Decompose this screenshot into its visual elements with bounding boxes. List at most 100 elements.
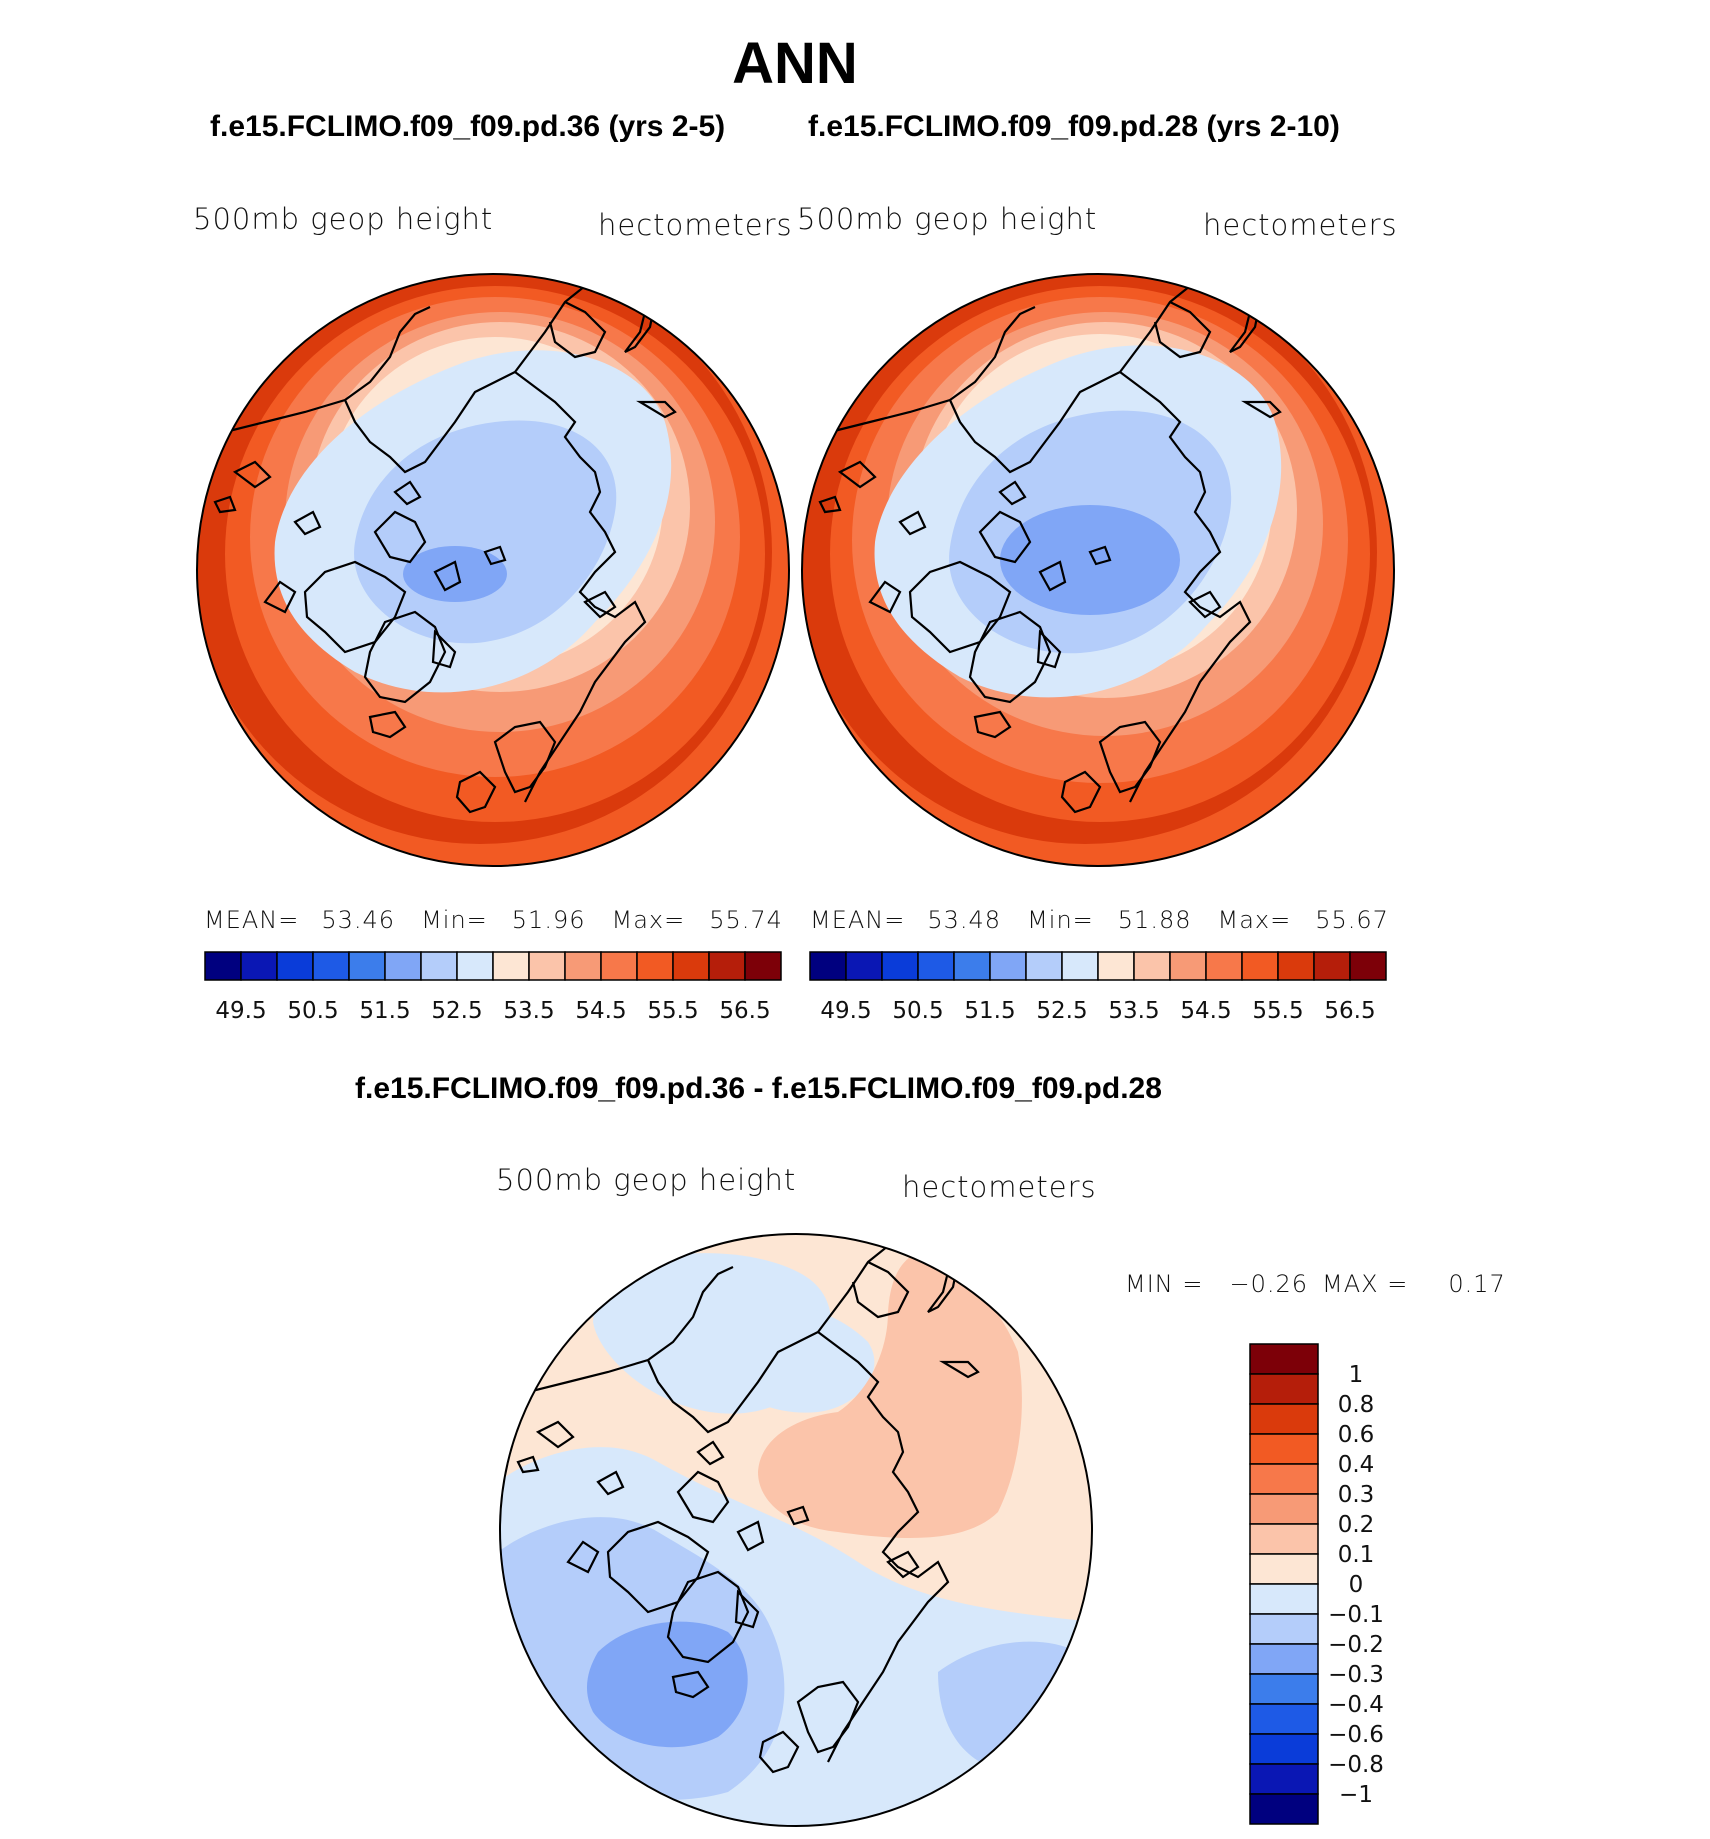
colorbar-swatch bbox=[989, 951, 1027, 981]
colorbar-tick-label: 51.5 bbox=[359, 998, 410, 1024]
colorbar-tick-label: 0.3 bbox=[1338, 1482, 1375, 1508]
colorbar-swatch bbox=[1061, 951, 1099, 981]
colorbar-tick-label: 0.2 bbox=[1338, 1512, 1375, 1538]
min-value: 51.96 bbox=[511, 906, 586, 934]
colorbar-swatch bbox=[1097, 951, 1135, 981]
colorbar-swatch bbox=[204, 951, 242, 981]
colorbar-swatch bbox=[420, 951, 458, 981]
colorbar-tick-label: −1 bbox=[1339, 1782, 1373, 1808]
colorbar-swatch bbox=[1249, 1403, 1319, 1435]
colorbar-swatch bbox=[1249, 1673, 1319, 1705]
panel-1-map bbox=[196, 273, 790, 867]
colorbar-swatch bbox=[1349, 951, 1387, 981]
min-label: Min= bbox=[421, 906, 488, 934]
contour-band bbox=[698, 1298, 875, 1413]
panel-1-variable-label: 500mb geop height bbox=[193, 202, 494, 236]
diff-max-label: MAX = bbox=[1322, 1270, 1409, 1298]
colorbar-swatch bbox=[492, 951, 530, 981]
max-label: Max= bbox=[1217, 906, 1292, 934]
diff-variable-label: 500mb geop height bbox=[496, 1163, 797, 1197]
colorbar-tick-label: 53.5 bbox=[1108, 998, 1159, 1024]
colorbar-swatch bbox=[744, 951, 782, 981]
colorbar-swatch bbox=[953, 951, 991, 981]
panel-2-colorbar: 49.5 50.5 51.5 52.5 53.5 54.5 55.5 56.5 bbox=[809, 951, 1387, 1024]
colorbar-swatch bbox=[881, 951, 919, 981]
panel-1-case-title: f.e15.FCLIMO.f09_f09.pd.36 (yrs 2-5) bbox=[210, 110, 726, 143]
colorbar-tick-label: 55.5 bbox=[1252, 998, 1303, 1024]
colorbar-tick-label: 1 bbox=[1349, 1362, 1364, 1388]
colorbar-swatch bbox=[636, 951, 674, 981]
coastlines bbox=[213, 281, 677, 814]
colorbar-tick-label: −0.4 bbox=[1328, 1692, 1384, 1718]
colorbar-swatch bbox=[1249, 1553, 1319, 1585]
diff-panel-title: f.e15.FCLIMO.f09_f09.pd.36 - f.e15.FCLIM… bbox=[355, 1072, 1162, 1105]
diff-map bbox=[499, 1233, 1093, 1827]
colorbar-tick-label: 0 bbox=[1349, 1572, 1364, 1598]
colorbar-swatch bbox=[917, 951, 955, 981]
panel-1-colorbar: 49.5 50.5 51.5 52.5 53.5 54.5 55.5 56.5 bbox=[204, 951, 782, 1024]
mean-label: MEAN= bbox=[204, 906, 300, 934]
map-boundary bbox=[196, 273, 790, 867]
diff-max-value: 0.17 bbox=[1448, 1270, 1506, 1298]
colorbar-swatch bbox=[1249, 1763, 1319, 1795]
colorbar-tick-label: 54.5 bbox=[1180, 998, 1231, 1024]
contour-band bbox=[586, 1621, 748, 1748]
map-boundary bbox=[801, 273, 1395, 867]
mean-value: 53.46 bbox=[321, 906, 396, 934]
max-value: 55.74 bbox=[709, 906, 783, 934]
mean-value: 53.48 bbox=[927, 906, 1002, 934]
max-label: Max= bbox=[611, 906, 686, 934]
colorbar-tick-label: −0.6 bbox=[1328, 1722, 1384, 1748]
coastlines bbox=[818, 281, 1282, 814]
contour-band bbox=[403, 546, 507, 602]
colorbar-swatch bbox=[1025, 951, 1063, 981]
max-value: 55.67 bbox=[1315, 906, 1389, 934]
colorbar-tick-label: 0.6 bbox=[1338, 1422, 1375, 1448]
colorbar-swatch bbox=[600, 951, 638, 981]
colorbar-tick-label: −0.8 bbox=[1328, 1752, 1384, 1778]
colorbar-tick-label: 49.5 bbox=[215, 998, 266, 1024]
panel-1-stats: MEAN= 53.46 Min= 51.96 Max= 55.74 bbox=[204, 906, 783, 934]
contour-band bbox=[758, 1252, 1022, 1538]
colorbar-swatch bbox=[1277, 951, 1315, 981]
panel-2-case-title: f.e15.FCLIMO.f09_f09.pd.28 (yrs 2-10) bbox=[808, 110, 1340, 143]
colorbar-tick-label: 53.5 bbox=[503, 998, 554, 1024]
diff-minmax: MIN = −0.26 MAX = 0.17 bbox=[1125, 1270, 1506, 1298]
colorbar-tick-label: 0.1 bbox=[1338, 1542, 1375, 1568]
colorbar-swatch bbox=[456, 951, 494, 981]
colorbar-swatch bbox=[1205, 951, 1243, 981]
colorbar-swatch bbox=[672, 951, 710, 981]
colorbar-swatch bbox=[384, 951, 422, 981]
colorbar-tick-label: 56.5 bbox=[719, 998, 770, 1024]
colorbar-tick-label: 0.8 bbox=[1338, 1392, 1375, 1418]
panel-1-units-label: hectometers bbox=[598, 208, 793, 242]
colorbar-swatch bbox=[708, 951, 746, 981]
colorbar-swatch bbox=[1249, 1343, 1319, 1375]
colorbar-swatch bbox=[845, 951, 883, 981]
colorbar-swatch bbox=[1249, 1583, 1319, 1615]
diff-units-label: hectometers bbox=[902, 1170, 1097, 1204]
colorbar-swatch bbox=[1249, 1523, 1319, 1555]
colorbar-tick-label: 51.5 bbox=[964, 998, 1015, 1024]
colorbar-tick-label: 0.4 bbox=[1338, 1452, 1375, 1478]
colorbar-swatch bbox=[1249, 1613, 1319, 1645]
colorbar-swatch bbox=[528, 951, 566, 981]
colorbar-tick-label: 49.5 bbox=[820, 998, 871, 1024]
diff-min-value: −0.26 bbox=[1229, 1270, 1309, 1298]
colorbar-tick-label: 55.5 bbox=[647, 998, 698, 1024]
contour-band bbox=[1000, 505, 1180, 615]
colorbar-tick-label: −0.3 bbox=[1328, 1662, 1384, 1688]
colorbar-swatch bbox=[1249, 1733, 1319, 1765]
colorbar-swatch bbox=[1249, 1463, 1319, 1495]
min-label: Min= bbox=[1027, 906, 1094, 934]
colorbar-swatch bbox=[1169, 951, 1207, 981]
panel-2-variable-label: 500mb geop height bbox=[797, 202, 1098, 236]
map-boundary bbox=[499, 1233, 1093, 1827]
panel-2-stats: MEAN= 53.48 Min= 51.88 Max= 55.67 bbox=[810, 906, 1389, 934]
colorbar-swatch bbox=[1249, 1433, 1319, 1465]
colorbar-tick-label: 56.5 bbox=[1324, 998, 1375, 1024]
diff-colorbar: 1 0.8 0.6 0.4 0.3 0.2 0.1 0 −0.1 −0.2 −0.3 −0.4 −0.6… bbox=[1249, 1343, 1384, 1825]
colorbar-swatch bbox=[276, 951, 314, 981]
colorbar-tick-label: 50.5 bbox=[287, 998, 338, 1024]
panel-2-units-label: hectometers bbox=[1203, 208, 1398, 242]
